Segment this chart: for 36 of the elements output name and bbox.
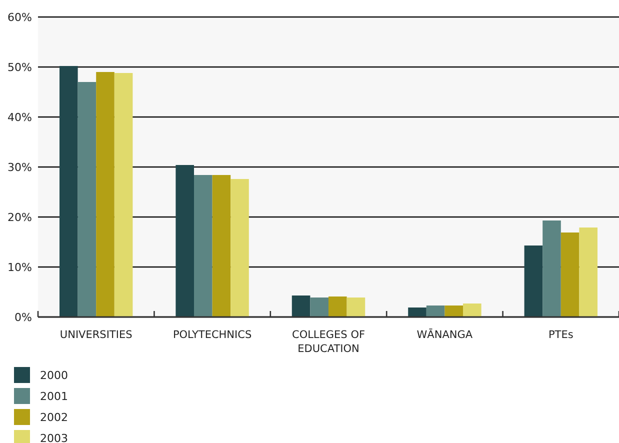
legend-label: 2002 [40, 410, 68, 424]
bar [346, 298, 366, 317]
bar [78, 82, 96, 317]
y-tick-label: 30% [8, 160, 32, 174]
bar [194, 175, 212, 317]
x-tick-label: POLYTECHNICS [172, 329, 252, 341]
legend-label: 2000 [40, 368, 68, 382]
bar [176, 165, 194, 317]
y-tick-label: 10% [8, 260, 32, 274]
bar [524, 246, 543, 317]
bar [408, 308, 426, 317]
bar [579, 228, 598, 317]
bar [560, 232, 580, 317]
bar [542, 220, 561, 317]
bar [59, 66, 78, 317]
x-tick-label: UNIVERSITIES [60, 329, 133, 341]
x-tick-label: PTEs [548, 329, 574, 341]
bar [230, 179, 249, 317]
y-tick-label: 50% [8, 60, 32, 74]
y-tick-label: 0% [14, 310, 32, 324]
y-tick-label: 20% [8, 210, 32, 224]
y-tick-label: 60% [8, 10, 32, 24]
bar [328, 296, 347, 317]
bar [444, 306, 463, 317]
y-tick-label: 40% [8, 110, 32, 124]
legend-label: 2001 [40, 390, 68, 403]
x-tick-label: WĀNANGA [416, 328, 474, 341]
bar [463, 304, 482, 317]
bar [310, 298, 328, 317]
bar [212, 175, 231, 317]
bar [292, 296, 310, 317]
bar [96, 72, 114, 317]
x-tick-label: COLLEGES OF EDUCATION [292, 329, 366, 355]
legend-label: 2003 [40, 432, 68, 443]
bar [114, 73, 133, 317]
bar [426, 306, 445, 317]
